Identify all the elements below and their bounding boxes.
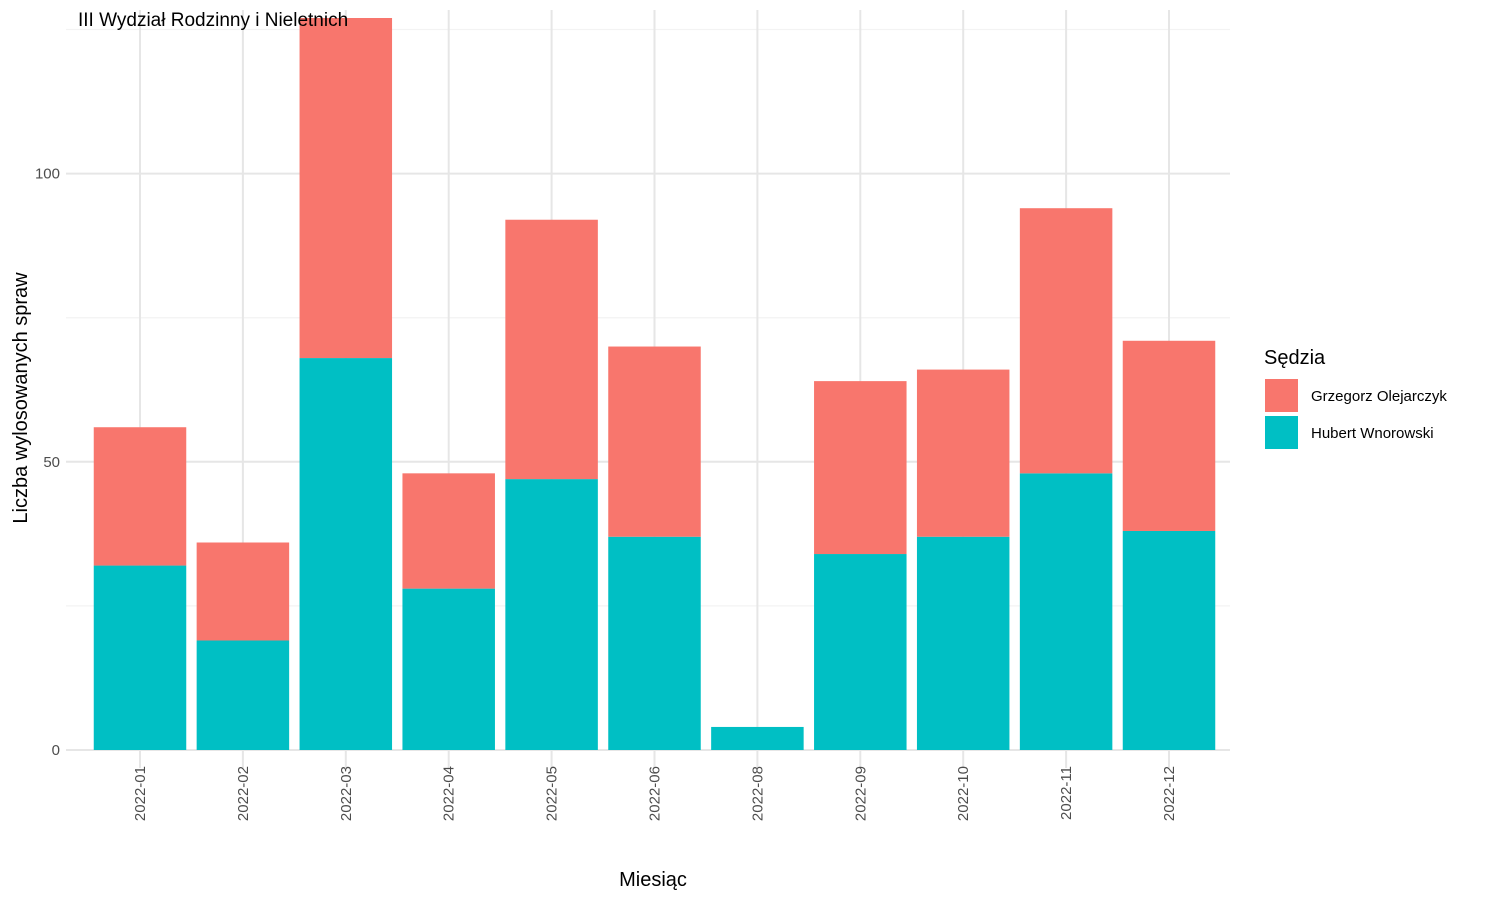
x-tick-label: 2022-04 bbox=[441, 766, 458, 821]
x-tick-label: 2022-08 bbox=[749, 766, 766, 821]
bar-grzegorz-olejarczyk-2022-12 bbox=[1122, 340, 1216, 531]
bar-hubert-wnorowski-2022-09 bbox=[814, 554, 907, 750]
bar-hubert-wnorowski-2022-05 bbox=[505, 479, 598, 750]
x-tick-label: 2022-02 bbox=[235, 766, 252, 821]
x-tick-label: 2022-09 bbox=[852, 766, 869, 821]
bar-hubert-wnorowski-2022-12 bbox=[1122, 530, 1216, 750]
x-tick-label: 2022-05 bbox=[544, 766, 561, 821]
x-axis-ticks: 2022-01 2022-02 2022-03 2022-04 2022-05 2022-… bbox=[132, 766, 1178, 821]
legend: Sędzia Grzegorz Olejarczyk Hubert Wnorows… bbox=[1264, 347, 1447, 449]
bar-grzegorz-olejarczyk-2022-01 bbox=[93, 427, 187, 566]
bar-grzegorz-olejarczyk-2022-10 bbox=[916, 369, 1010, 537]
bars bbox=[93, 18, 1216, 750]
legend-swatch bbox=[1265, 379, 1298, 412]
legend-label: Grzegorz Olejarczyk bbox=[1311, 388, 1447, 405]
legend-label: Hubert Wnorowski bbox=[1311, 425, 1434, 442]
bar-hubert-wnorowski-2022-01 bbox=[93, 565, 187, 750]
chart-title: III Wydział Rodzinny i Nieletnich bbox=[78, 10, 348, 31]
legend-swatch bbox=[1265, 416, 1298, 449]
bar-hubert-wnorowski-2022-03 bbox=[299, 358, 393, 750]
y-tick-label: 0 bbox=[52, 742, 60, 759]
x-tick-label: 2022-11 bbox=[1058, 766, 1075, 820]
x-tick-label: 2022-03 bbox=[338, 766, 355, 821]
y-axis-ticks: 0 50 100 bbox=[35, 166, 60, 759]
bar-hubert-wnorowski-2022-10 bbox=[916, 536, 1010, 750]
x-tick-label: 2022-06 bbox=[647, 766, 664, 821]
y-axis-title: Liczba wylosowanych spraw bbox=[10, 272, 32, 524]
x-tick-label: 2022-12 bbox=[1161, 766, 1178, 821]
x-tick-label: 2022-10 bbox=[955, 766, 972, 821]
bar-grzegorz-olejarczyk-2022-11 bbox=[1019, 208, 1113, 474]
x-tick-label: 2022-01 bbox=[132, 766, 149, 821]
bar-hubert-wnorowski-2022-04 bbox=[402, 588, 495, 750]
bar-grzegorz-olejarczyk-2022-03 bbox=[299, 18, 393, 359]
legend-title: Sędzia bbox=[1264, 347, 1326, 369]
x-axis-title: Miesiąc bbox=[619, 869, 687, 891]
bar-grzegorz-olejarczyk-2022-09 bbox=[814, 381, 907, 555]
bar-grzegorz-olejarczyk-2022-05 bbox=[505, 219, 598, 480]
bar-hubert-wnorowski-2022-02 bbox=[196, 640, 290, 750]
bar-hubert-wnorowski-2022-08 bbox=[711, 726, 804, 750]
bar-grzegorz-olejarczyk-2022-06 bbox=[608, 346, 701, 537]
y-tick-label: 50 bbox=[43, 454, 60, 471]
bar-hubert-wnorowski-2022-11 bbox=[1019, 473, 1113, 750]
bar-grzegorz-olejarczyk-2022-04 bbox=[402, 473, 495, 589]
bar-hubert-wnorowski-2022-06 bbox=[608, 536, 701, 750]
bar-grzegorz-olejarczyk-2022-02 bbox=[196, 542, 290, 641]
y-tick-label: 100 bbox=[35, 166, 60, 183]
